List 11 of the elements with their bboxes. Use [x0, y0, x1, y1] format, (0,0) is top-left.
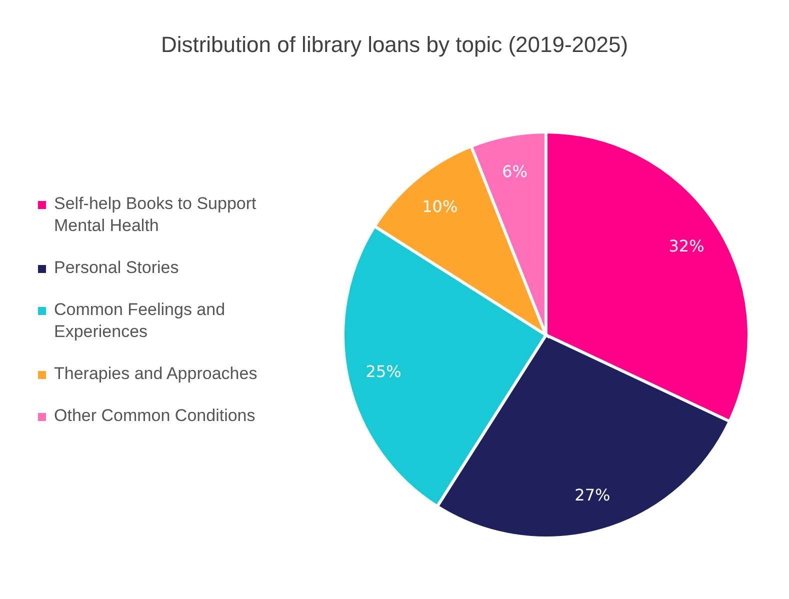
legend-label: Common Feelings and Experiences — [54, 299, 226, 343]
chart-title: Distribution of library loans by topic (2019-2025) — [160, 32, 630, 58]
data-label: 6% — [502, 162, 528, 181]
legend-label: Personal Stories — [54, 257, 179, 279]
data-label: 25% — [366, 362, 402, 381]
legend-label: Other Common Conditions — [54, 405, 256, 427]
legend-label: Self-help Books to Support Mental Health — [54, 193, 258, 237]
legend-label: Therapies and Approaches — [54, 363, 258, 385]
data-label: 27% — [574, 485, 610, 504]
data-label: 32% — [668, 236, 704, 256]
data-label: 10% — [422, 197, 458, 216]
